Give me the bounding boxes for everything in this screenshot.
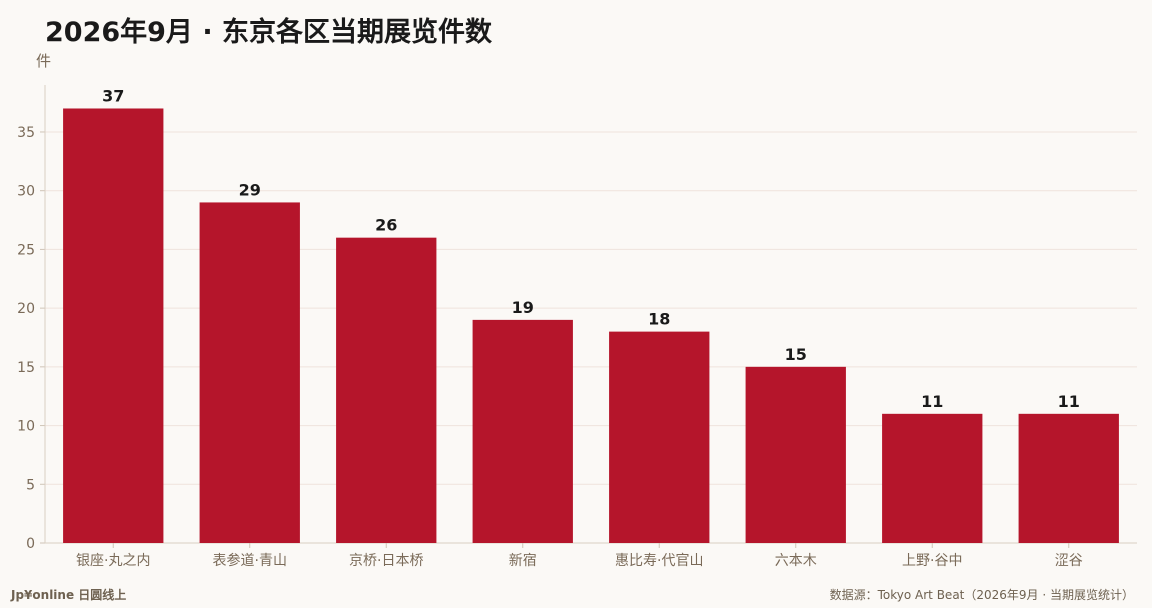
x-category-label: 涩谷 <box>1055 553 1083 569</box>
bar-7[interactable] <box>882 413 983 543</box>
y-tick-label: 10 <box>17 419 35 435</box>
bar-8[interactable] <box>1018 413 1119 543</box>
y-axis-unit-label: 件 <box>36 52 52 70</box>
chart-title: 2026年9月 · 东京各区当期展览件数 <box>45 17 492 48</box>
bar-value-label: 18 <box>648 310 670 329</box>
bar-2[interactable] <box>199 202 300 543</box>
bar-value-label: 37 <box>102 86 124 105</box>
y-tick-label: 25 <box>17 242 35 258</box>
x-category-label: 京桥·日本桥 <box>349 553 423 569</box>
y-tick-label: 30 <box>17 184 35 200</box>
y-tick-label: 20 <box>17 301 35 317</box>
data-source-note: 数据源：Tokyo Art Beat（2026年9月 · 当期展览统计） <box>829 588 1134 602</box>
bar-5[interactable] <box>609 331 710 543</box>
bar-value-label: 11 <box>921 392 943 411</box>
bar-value-label: 29 <box>239 180 261 199</box>
tick-labels: 0 5 10 15 20 25 30 35 银座·丸之内 表参道·青山 京桥·日本桥 新宿 惠比寿·代官… <box>17 125 1083 569</box>
bars <box>63 108 1119 543</box>
x-category-label: 上野·谷中 <box>902 553 962 569</box>
brand-logo-text: Jp¥online 日圆线上 <box>11 588 127 602</box>
x-category-label: 惠比寿·代官山 <box>615 552 703 569</box>
x-category-label: 六本木 <box>775 553 817 569</box>
data-labels: 37 29 26 19 18 15 11 11 <box>102 86 1080 410</box>
y-tick-label: 35 <box>17 125 35 141</box>
x-category-label: 银座·丸之内 <box>76 553 150 569</box>
bar-3[interactable] <box>336 237 437 543</box>
bar-4[interactable] <box>472 319 573 543</box>
bar-value-label: 15 <box>785 345 807 364</box>
bar-1[interactable] <box>63 108 164 543</box>
x-category-label: 表参道·青山 <box>213 552 287 569</box>
y-tick-label: 0 <box>26 536 35 552</box>
bar-value-label: 26 <box>375 216 397 235</box>
bar-6[interactable] <box>745 366 846 543</box>
y-tick-label: 15 <box>17 360 35 376</box>
x-category-label: 新宿 <box>509 552 537 569</box>
bar-value-label: 11 <box>1058 392 1080 411</box>
bar-value-label: 19 <box>512 298 534 317</box>
y-tick-label: 5 <box>26 477 35 493</box>
